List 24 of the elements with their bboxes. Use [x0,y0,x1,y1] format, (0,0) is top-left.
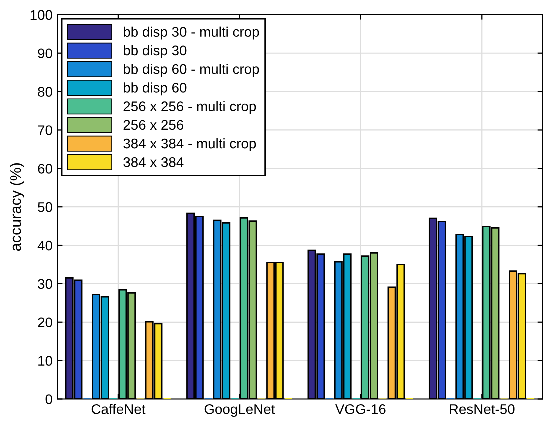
legend-label: 256 x 256 [124,120,184,130]
legend-label: bb disp 30 [124,45,187,58]
legend-label: 384 x 384 - multi crop [124,138,256,152]
x-tick-label: ResNet-50 [450,404,515,414]
legend-label: bb disp 30 - multi crop [124,26,260,40]
legend-label: 384 x 384 [124,157,184,168]
y-tick-label: 40 [38,240,52,251]
x-tick-label: CaffeNet [92,404,146,414]
y-tick-label: 50 [38,202,52,212]
y-tick-label: 30 [38,279,52,290]
y-tick-label: 0 [46,394,52,404]
legend-label: bb disp 60 - multi crop [124,64,260,77]
y-tick-label: 60 [38,164,52,174]
y-tick-label: 90 [38,48,52,59]
y-tick-label: 100 [30,10,52,20]
legend-label: bb disp 60 [124,82,187,96]
y-tick-label: 70 [38,126,52,136]
y-axis-title: accuracy (%) [10,163,24,252]
y-tick-label: 10 [38,356,52,366]
x-tick-label: VGG-16 [335,404,386,414]
legend-label: 256 x 256 - multi crop [124,101,256,114]
y-tick-label: 20 [38,318,52,328]
y-tick-label: 80 [38,87,52,97]
x-tick-label: GoogLeNet [204,404,276,418]
